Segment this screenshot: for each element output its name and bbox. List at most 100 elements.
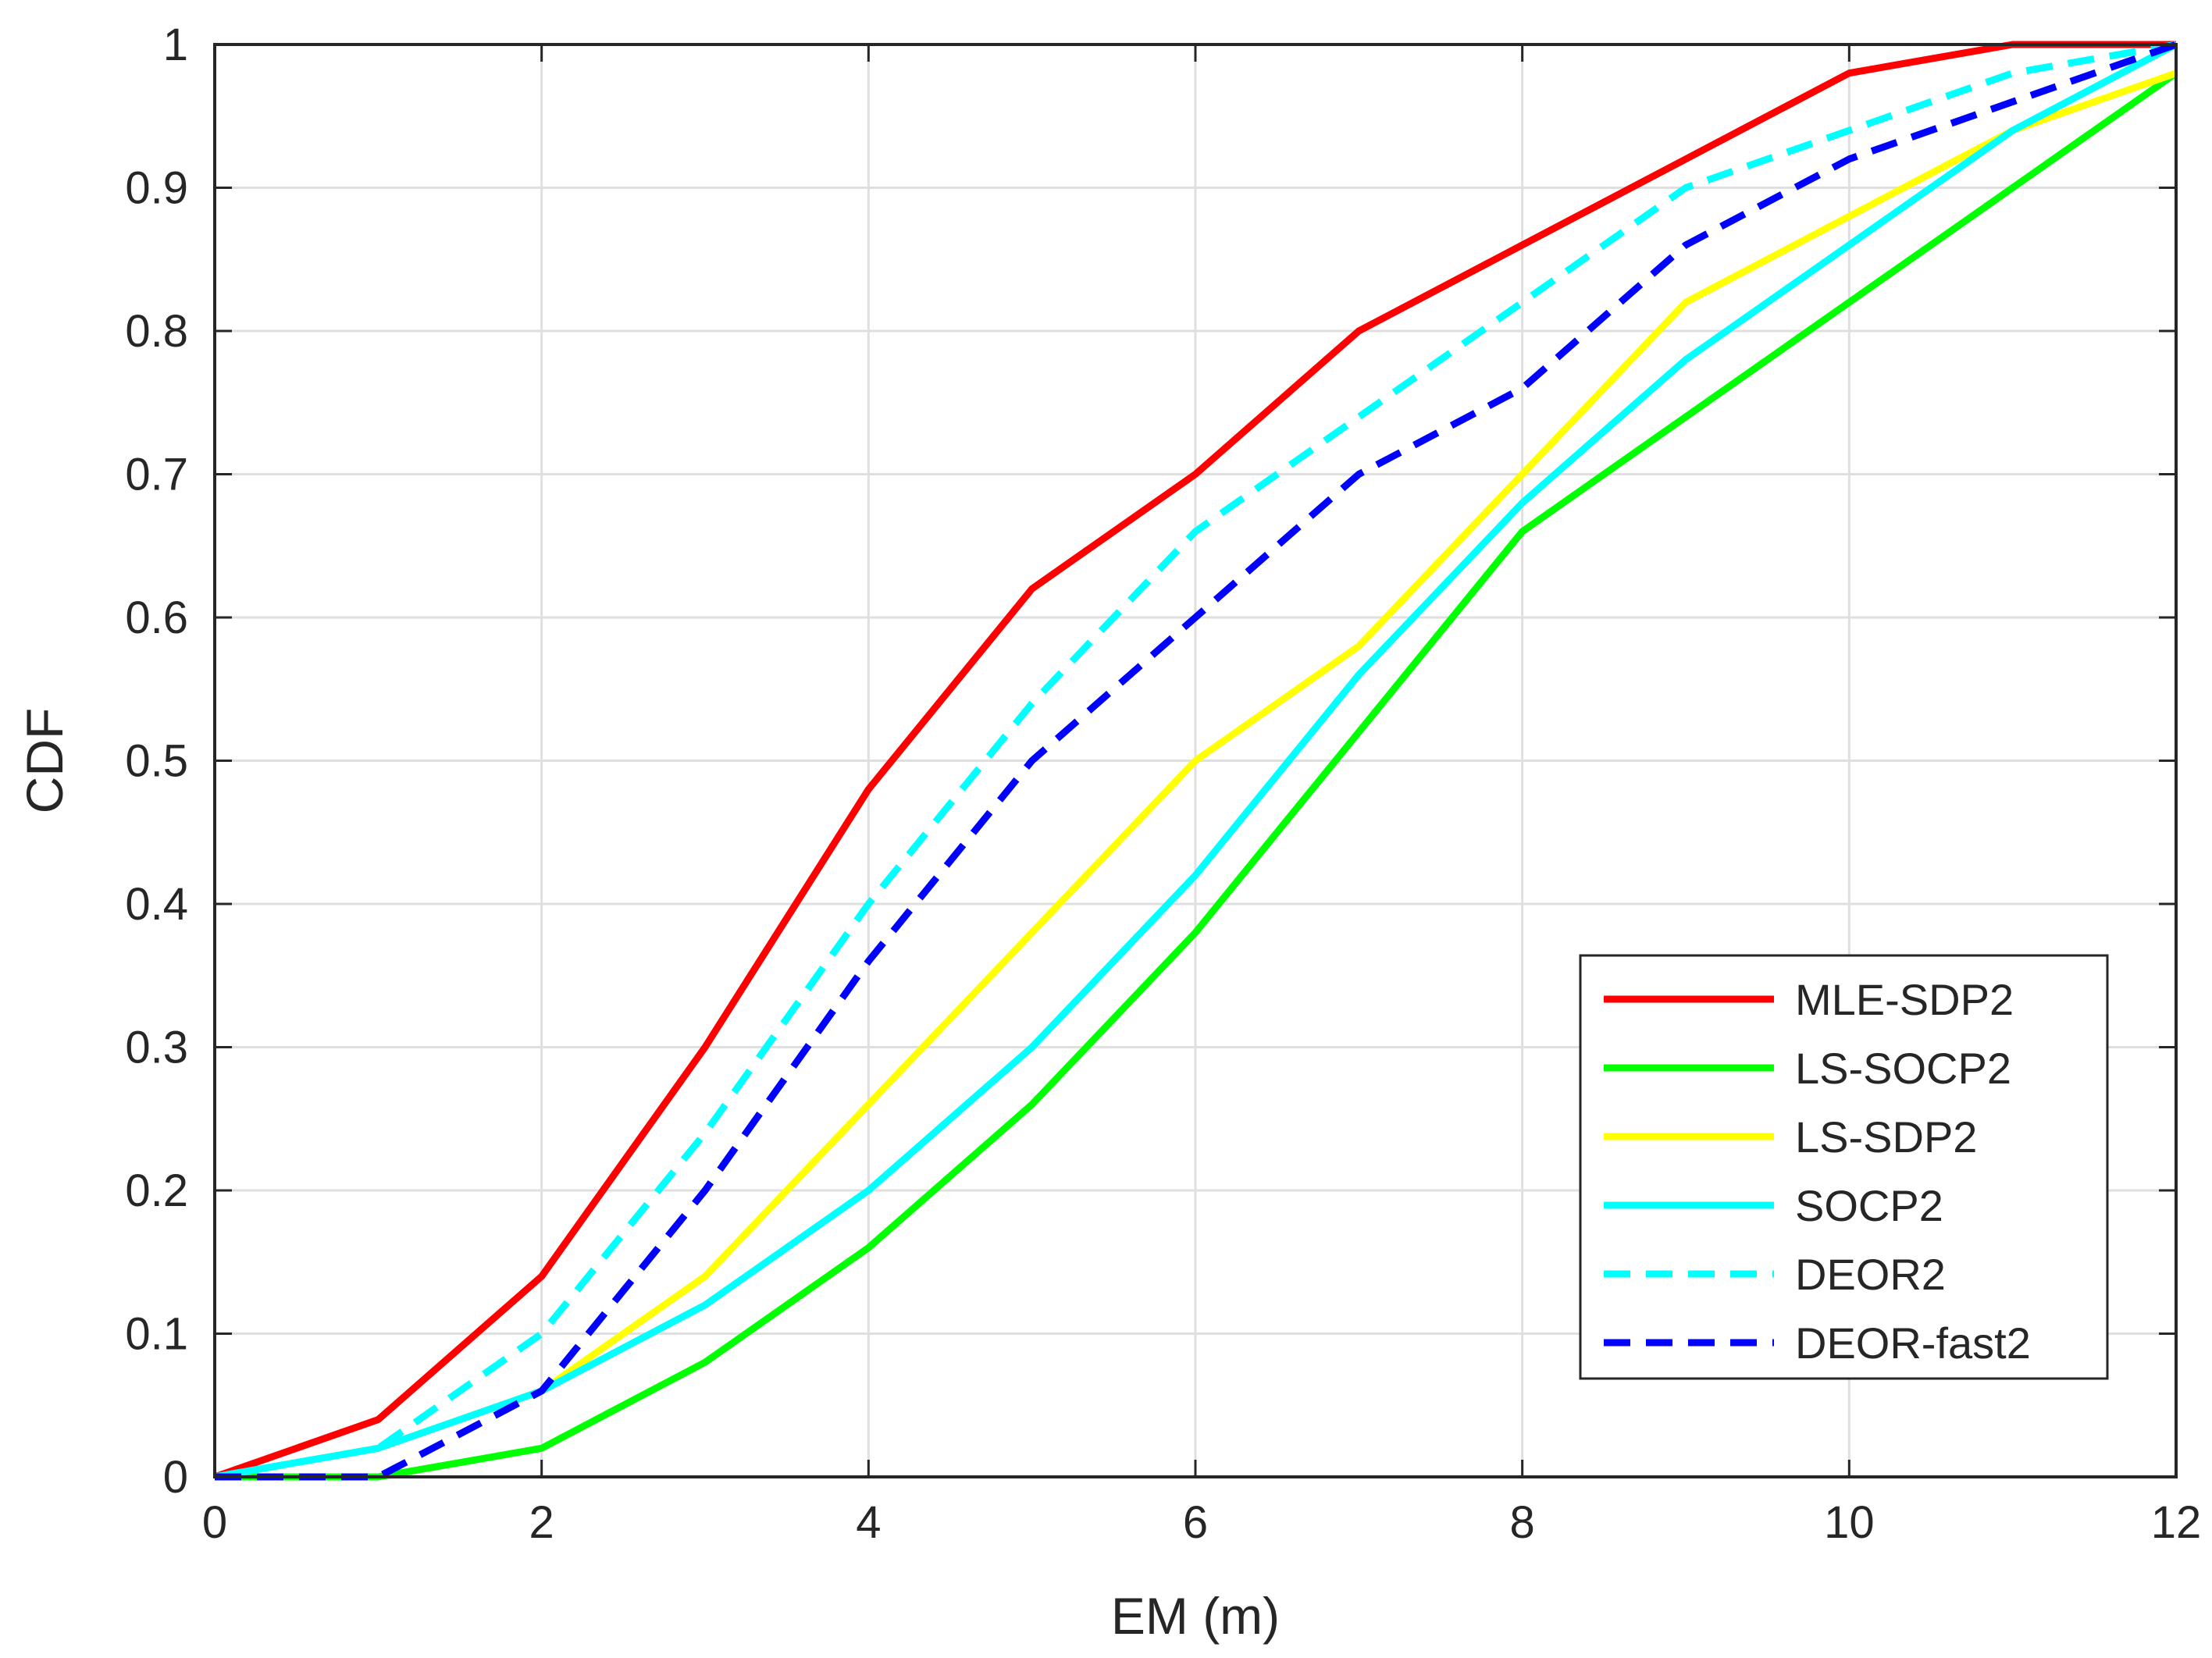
- y-tick-label: 0.1: [125, 1309, 188, 1360]
- legend-item-deor2: DEOR2: [1604, 1250, 1946, 1299]
- data-point-deor2: [1848, 130, 1850, 131]
- data-point-ls-socp2: [1358, 731, 1359, 733]
- data-point-deor-fast2: [867, 960, 869, 962]
- legend-label-deor2: DEOR2: [1795, 1250, 1946, 1299]
- y-tick-label: 0: [163, 1452, 188, 1503]
- data-point-deor-fast2: [704, 1190, 706, 1191]
- legend-item-ls-socp2: LS-SOCP2: [1604, 1044, 2011, 1093]
- grid: [215, 44, 2176, 1477]
- data-point-ls-socp2: [1685, 416, 1687, 418]
- data-point-deor2: [1031, 703, 1033, 704]
- legend: MLE-SDP2 LS-SOCP2 LS-SDP2 SOCP2 DEOR2 DEOR-fa…: [1579, 954, 2109, 1380]
- data-point-socp2: [1848, 244, 1850, 246]
- data-point-ls-socp2: [1195, 932, 1196, 934]
- data-point-ls-sdp2: [704, 1276, 706, 1277]
- data-point-deor-fast2: [1685, 244, 1687, 246]
- y-tick-label: 1: [163, 20, 188, 70]
- legend-label-ls-sdp2: LS-SDP2: [1795, 1112, 1977, 1162]
- legend-item-mle-sdp2: MLE-SDP2: [1604, 975, 2014, 1024]
- x-axis-label: EM (m): [1111, 1587, 1280, 1645]
- series-line-ls-socp2: [215, 70, 2178, 1481]
- data-point-mle-sdp2: [867, 788, 869, 790]
- data-point-deor-fast2: [1848, 158, 1850, 160]
- y-tick-label: 0.3: [125, 1023, 188, 1073]
- x-tick-label: 4: [856, 1497, 881, 1548]
- data-point-ls-sdp2: [1195, 760, 1196, 762]
- data-point-deor2: [2012, 73, 2014, 74]
- series-line-mle-sdp2: [213, 41, 2176, 1481]
- data-point-ls-sdp2: [1358, 646, 1359, 647]
- y-tick-label: 0.4: [125, 879, 188, 930]
- y-tick-label: 0.7: [125, 450, 188, 500]
- y-tick-label: 0.2: [125, 1165, 188, 1216]
- data-point-mle-sdp2: [541, 1276, 543, 1277]
- y-tick-label: 0.8: [125, 306, 188, 357]
- series-line-deor-fast2: [215, 41, 2178, 1481]
- legend-label-mle-sdp2: MLE-SDP2: [1795, 975, 2014, 1024]
- data-point-socp2: [1685, 359, 1687, 361]
- data-point-socp2: [2012, 130, 2014, 131]
- y-axis-label: CDF: [16, 708, 73, 814]
- data-point-socp2: [704, 1304, 706, 1306]
- x-tick-label: 10: [1824, 1497, 1875, 1548]
- data-point-mle-sdp2: [1848, 73, 1850, 74]
- data-point-ls-socp2: [1848, 301, 1850, 303]
- data-point-deor-fast2: [541, 1390, 543, 1392]
- data-point-deor2: [541, 1333, 543, 1335]
- legend-box: [1579, 954, 2109, 1380]
- axis-ticks: 0 2 4 6 8 10 12 0 0.1 0.2 0.3 0.4 0.5 0.6 0.7 0.8 0.9 1: [125, 20, 2201, 1548]
- data-point-ls-socp2: [1522, 531, 1523, 532]
- data-point-socp2: [1031, 1047, 1033, 1048]
- data-point-ls-socp2: [2012, 187, 2014, 189]
- data-point-deor2: [1358, 416, 1359, 418]
- data-point-ls-sdp2: [1685, 301, 1687, 303]
- data-point-socp2: [1358, 674, 1359, 675]
- data-point-ls-socp2: [1031, 1104, 1033, 1105]
- legend-label-socp2: SOCP2: [1795, 1181, 1943, 1230]
- y-tick-label: 0.9: [125, 163, 188, 214]
- x-tick-label: 0: [202, 1497, 227, 1548]
- data-point-socp2: [1522, 502, 1523, 503]
- x-tick-label: 6: [1183, 1497, 1208, 1548]
- data-point-deor2: [1685, 187, 1687, 189]
- data-point-mle-sdp2: [1685, 158, 1687, 160]
- data-point-deor2: [377, 1447, 379, 1449]
- series-lines: [213, 41, 2178, 1481]
- data-point-deor-fast2: [1031, 760, 1033, 762]
- data-point-ls-sdp2: [1522, 474, 1523, 475]
- data-point-ls-sdp2: [1031, 932, 1033, 934]
- legend-item-ls-sdp2: LS-SDP2: [1604, 1112, 1977, 1162]
- data-point-mle-sdp2: [1195, 474, 1196, 475]
- data-point-socp2: [867, 1190, 869, 1191]
- data-point-ls-sdp2: [1848, 215, 1850, 217]
- legend-label-deor-fast2: DEOR-fast2: [1795, 1318, 2031, 1368]
- data-point-deor-fast2: [2012, 101, 2014, 102]
- legend-label-ls-socp2: LS-SOCP2: [1795, 1044, 2011, 1093]
- y-tick-label: 0.5: [125, 736, 188, 787]
- data-point-ls-socp2: [541, 1447, 543, 1449]
- x-tick-label: 2: [529, 1497, 554, 1548]
- data-point-ls-socp2: [704, 1361, 706, 1363]
- data-point-mle-sdp2: [377, 1419, 379, 1421]
- data-point-mle-sdp2: [704, 1047, 706, 1048]
- data-point-deor2: [1522, 301, 1523, 303]
- data-point-deor-fast2: [1522, 387, 1523, 389]
- x-tick-label: 12: [2151, 1497, 2202, 1548]
- data-point-deor2: [704, 1133, 706, 1134]
- data-point-deor-fast2: [1358, 474, 1359, 475]
- data-point-mle-sdp2: [1031, 588, 1033, 589]
- legend-item-socp2: SOCP2: [1604, 1181, 1943, 1230]
- legend-item-deor-fast2: DEOR-fast2: [1604, 1318, 2031, 1368]
- x-tick-label: 8: [1510, 1497, 1535, 1548]
- data-point-ls-socp2: [867, 1247, 869, 1248]
- data-point-deor-fast2: [1195, 617, 1196, 618]
- data-point-deor2: [867, 903, 869, 905]
- data-point-deor2: [1195, 531, 1196, 532]
- data-point-mle-sdp2: [1522, 244, 1523, 246]
- y-tick-label: 0.6: [125, 592, 188, 643]
- data-point-mle-sdp2: [1358, 330, 1359, 332]
- data-point-ls-sdp2: [867, 1104, 869, 1105]
- data-point-socp2: [1195, 874, 1196, 876]
- series-line-deor2: [214, 41, 2177, 1481]
